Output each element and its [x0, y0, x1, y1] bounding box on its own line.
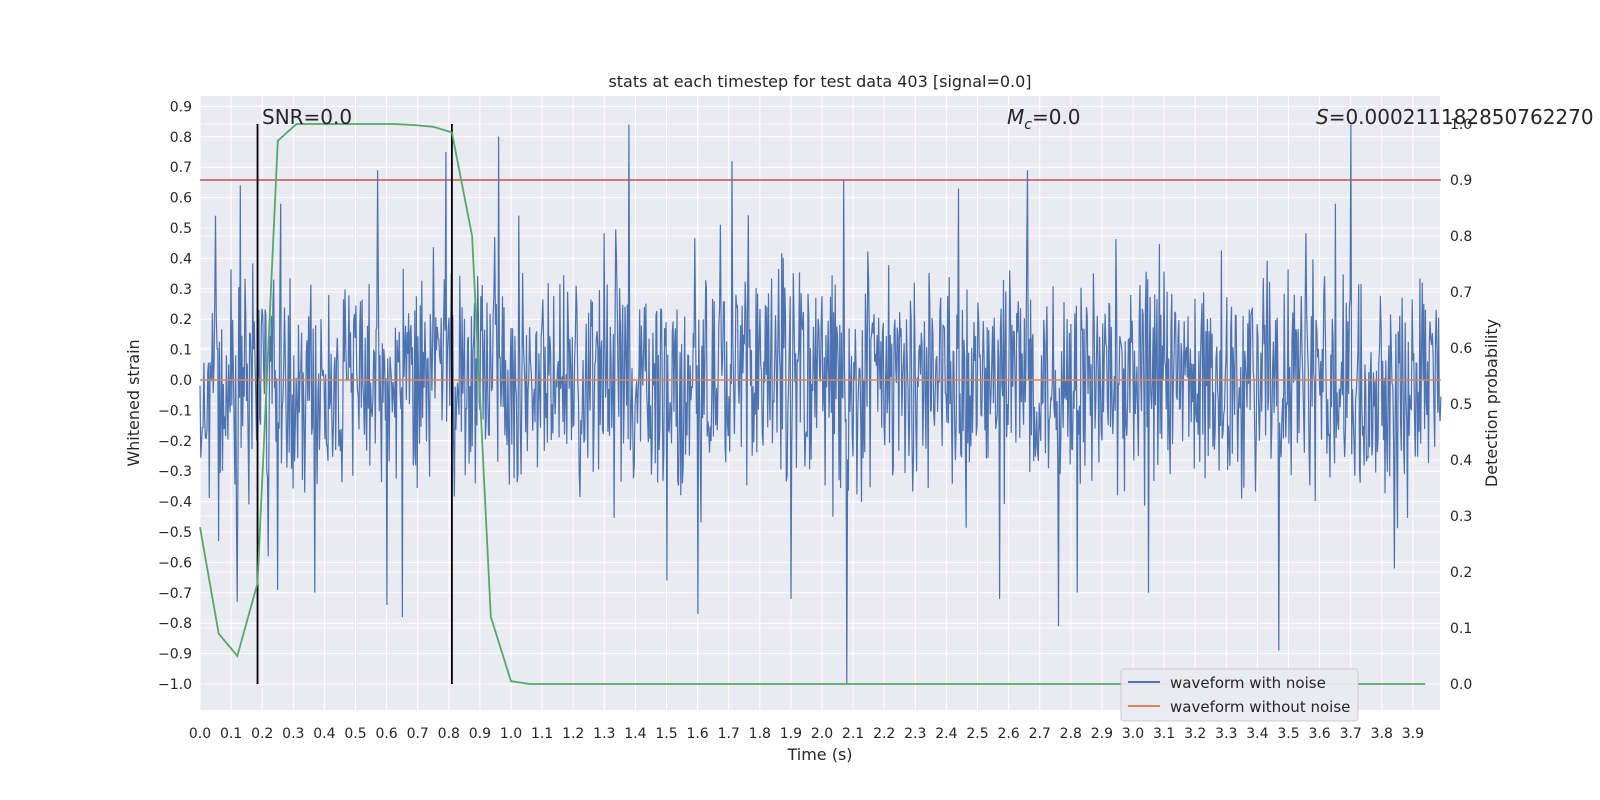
- y2-tick-label: 0.7: [1450, 285, 1472, 301]
- x-tick-label: 0.4: [313, 726, 335, 742]
- y-tick-label: −0.5: [158, 525, 192, 541]
- y2-tick-label: 0.0: [1450, 677, 1472, 693]
- x-tick-label: 0.0: [189, 726, 211, 742]
- detection-probability-line: [199, 123, 1426, 685]
- x-tick-label: 2.7: [1029, 726, 1051, 742]
- x-tick-label: 2.4: [935, 726, 957, 742]
- x-tick-label: 2.5: [966, 726, 988, 742]
- y2-tick-label: 0.4: [1450, 453, 1472, 469]
- x-tick-label: 3.3: [1215, 726, 1237, 742]
- x-tick-label: 0.9: [469, 726, 491, 742]
- x-tick-label: 3.6: [1308, 726, 1330, 742]
- x-tick-label: 0.1: [220, 726, 242, 742]
- y-axis-ticks: 0.9 0.8 0.7 0.6 0.5 0.4 0.3 0.2 0.1 0.0 −0.1 −0.2 −0…: [158, 99, 192, 693]
- y-tick-label: 0.8: [170, 130, 192, 146]
- x-tick-label: 3.9: [1402, 726, 1424, 742]
- x-tick-label: 3.1: [1153, 726, 1175, 742]
- y-tick-label: 0.6: [170, 191, 192, 207]
- x-tick-label: 2.8: [1060, 726, 1082, 742]
- x-tick-label: 0.5: [344, 726, 366, 742]
- x-tick-label: 2.6: [997, 726, 1019, 742]
- y-tick-label: −0.1: [158, 403, 192, 419]
- x-tick-label: 0.6: [375, 726, 397, 742]
- x-tick-label: 1.3: [593, 726, 615, 742]
- y2-tick-label: 1.0: [1450, 117, 1472, 133]
- y-tick-label: −0.3: [158, 464, 192, 480]
- score-symbol: S: [1316, 105, 1329, 129]
- x-tick-label: 3.8: [1371, 726, 1393, 742]
- x-tick-label: 0.3: [282, 726, 304, 742]
- x-tick-label: 2.9: [1091, 726, 1113, 742]
- x-tick-label: 3.4: [1246, 726, 1268, 742]
- y2-tick-label: 0.1: [1450, 621, 1472, 637]
- x-tick-label: 1.8: [749, 726, 771, 742]
- x-tick-label: 1.7: [718, 726, 740, 742]
- chirp-mass-symbol: M: [1007, 105, 1024, 129]
- y2-tick-label: 0.3: [1450, 509, 1472, 525]
- y-tick-label: −0.8: [158, 616, 192, 632]
- x-tick-label: 0.2: [251, 726, 273, 742]
- legend: waveform with noise waveform without noi…: [1120, 668, 1359, 722]
- y-tick-label: −0.7: [158, 586, 192, 602]
- y-tick-label: 0.4: [170, 251, 192, 267]
- y-tick-label: −0.9: [158, 647, 192, 663]
- x-tick-label: 2.0: [811, 726, 833, 742]
- x-tick-label: 2.2: [873, 726, 895, 742]
- x-axis-label: Time (s): [786, 745, 852, 764]
- x-tick-label: 1.6: [686, 726, 708, 742]
- y-tick-label: −0.6: [158, 555, 192, 571]
- y2-tick-label: 0.6: [1450, 341, 1472, 357]
- y-axis-label: Whitened strain: [124, 339, 143, 466]
- y-tick-label: −0.4: [158, 495, 192, 511]
- x-tick-label: 1.1: [531, 726, 553, 742]
- y-tick-label: 0.2: [170, 312, 192, 328]
- x-tick-label: 3.7: [1340, 726, 1362, 742]
- x-tick-label: 0.8: [438, 726, 460, 742]
- plot-area: [200, 96, 1440, 710]
- score-value: =0.000211182850762270: [1329, 105, 1594, 129]
- y-tick-label: 0.0: [170, 373, 192, 389]
- y2-tick-label: 0.9: [1450, 173, 1472, 189]
- chirp-mass-annotation: Mc=0.0: [1007, 105, 1081, 133]
- chirp-mass-value: =0.0: [1032, 105, 1081, 129]
- x-tick-label: 1.5: [655, 726, 677, 742]
- series-waveform-with-noise: [199, 124, 1442, 685]
- y-tick-label: 0.9: [170, 99, 192, 115]
- x-tick-label: 2.3: [904, 726, 926, 742]
- x-tick-label: 2.1: [842, 726, 864, 742]
- legend-label-clean: waveform without noise: [1170, 698, 1350, 716]
- y2-tick-label: 0.5: [1450, 397, 1472, 413]
- legend-box: [1120, 668, 1359, 722]
- y-tick-label: −1.0: [158, 677, 192, 693]
- x-tick-label: 1.9: [780, 726, 802, 742]
- y-tick-label: 0.5: [170, 221, 192, 237]
- series-detection-probability: [199, 123, 1426, 685]
- score-annotation: S=0.000211182850762270: [1316, 105, 1594, 129]
- y2-axis-label: Detection probability: [1482, 319, 1501, 487]
- snr-annotation: SNR=0.0: [262, 105, 352, 129]
- x-tick-label: 1.2: [562, 726, 584, 742]
- legend-label-noise: waveform with noise: [1170, 674, 1326, 692]
- x-tick-label: 3.0: [1122, 726, 1144, 742]
- y-tick-label: 0.7: [170, 160, 192, 176]
- chirp-mass-subscript: c: [1024, 117, 1032, 133]
- y-tick-label: 0.3: [170, 282, 192, 298]
- y2-tick-label: 0.2: [1450, 565, 1472, 581]
- y2-tick-label: 0.8: [1450, 229, 1472, 245]
- x-tick-label: 0.7: [407, 726, 429, 742]
- x-tick-label: 1.0: [500, 726, 522, 742]
- y-tick-label: 0.1: [170, 343, 192, 359]
- chart-title: stats at each timestep for test data 403…: [608, 72, 1031, 91]
- signal-markers: [256, 124, 453, 684]
- x-tick-label: 3.2: [1184, 726, 1206, 742]
- x-tick-label: 3.5: [1277, 726, 1299, 742]
- x-tick-label: 1.4: [624, 726, 646, 742]
- y2-axis-ticks: 1.0 0.9 0.8 0.7 0.6 0.5 0.4 0.3 0.2 0.1 0.0: [1450, 117, 1472, 693]
- waveform-with-noise-line: [199, 124, 1442, 685]
- x-axis-ticks: 0.0 0.1 0.2 0.3 0.4 0.5 0.6 0.7 0.8 0.9 1.0 1.1 1.2 1…: [189, 726, 1424, 742]
- y-tick-label: −0.2: [158, 434, 192, 450]
